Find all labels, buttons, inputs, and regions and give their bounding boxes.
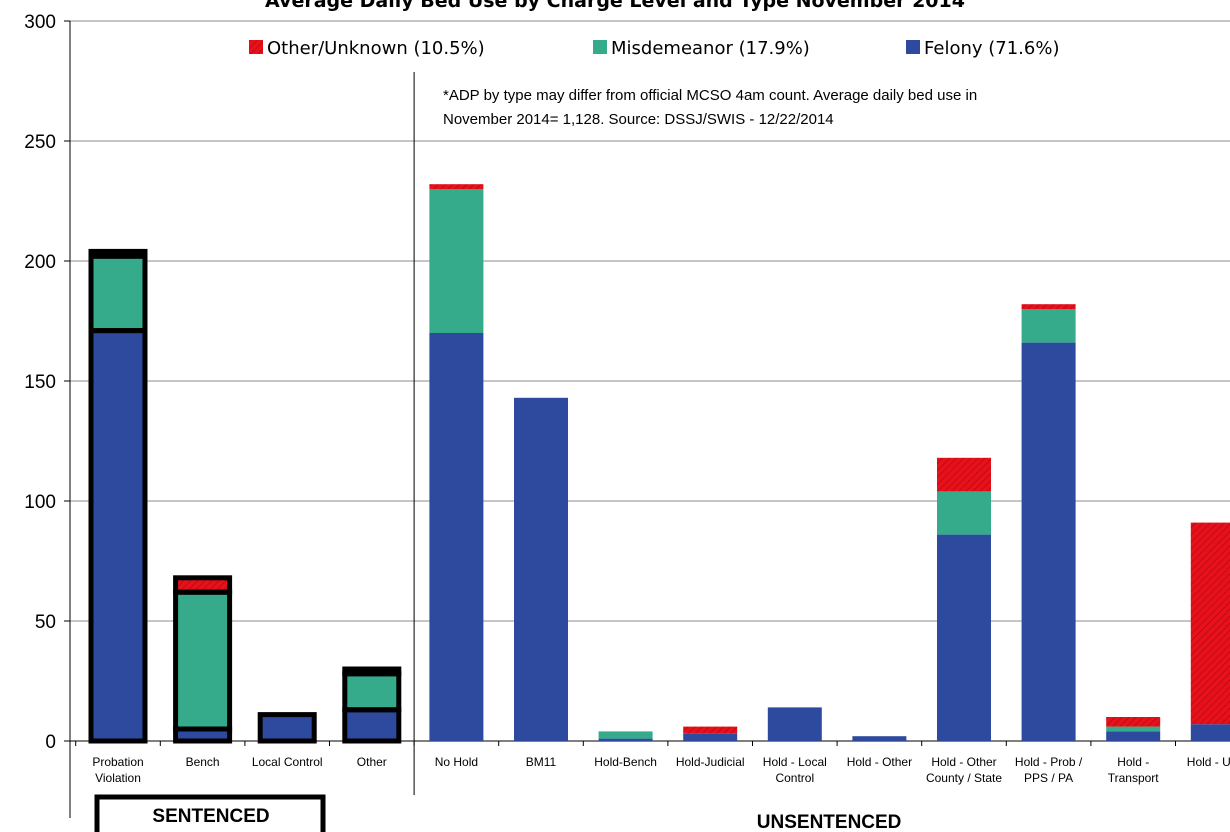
group-label-sentenced: SENTENCED: [152, 806, 269, 827]
bar-segment-probation-violation-misdemeanor: [91, 256, 145, 331]
legend-label-felony: Felony (71.6%): [924, 38, 1059, 59]
x-tick-label: Bench: [186, 755, 220, 769]
bar-segment-hold-local-control-felony: [767, 707, 822, 741]
legend-swatch-misdemeanor: [593, 40, 607, 54]
y-tick-label-100: 100: [24, 492, 56, 513]
annotation-note-line-1: *ADP by type may differ from official MC…: [443, 87, 977, 104]
bar-segment-hold-other-county-state-otherunknown: [937, 457, 991, 492]
bar-segment-other-misdemeanor: [344, 673, 399, 710]
bar-segment-hold-transport-misdemeanor: [1106, 726, 1161, 732]
bar-segment-no-hold-otherunknown: [429, 184, 484, 189]
x-tick-label: Other: [357, 755, 387, 769]
x-tick-label: Control: [775, 771, 814, 785]
x-tick-label: County / State: [926, 771, 1002, 785]
legend-swatch-otherunknown: [249, 40, 263, 54]
bar-segment-hold-bench-felony: [598, 738, 653, 741]
bar-segment-hold-transport-otherunknown: [1106, 717, 1161, 727]
x-tick-label: Hold - Local: [763, 755, 827, 769]
x-tick-label: Hold-Judicial: [676, 755, 745, 769]
bar-segment-hold-judicial-otherunknown: [683, 726, 738, 734]
bar-segment-hold-usm-otherunknown: [1190, 522, 1230, 725]
legend-swatch-felony: [906, 40, 920, 54]
bar-segment-hold-judicial-felony: [683, 733, 738, 741]
bar-segment-no-hold-felony: [429, 333, 484, 741]
legend: Other/Unknown (10.5%) Misdemeanor (17.9%)…: [249, 38, 1059, 59]
group-label-unsentenced: UNSENTENCED: [757, 812, 902, 832]
annotation-note-line-2: November 2014= 1,128. Source: DSSJ/SWIS …: [443, 111, 834, 128]
bar-segment-hold-other-county-state-felony: [937, 534, 991, 741]
bar-outline-probation-violation: [88, 248, 148, 259]
y-tick-label-50: 50: [35, 612, 56, 633]
bar-outline-local-control: [257, 712, 317, 744]
bar-segment-probation-violation-felony: [91, 330, 145, 741]
bar-segment-local-control-felony: [260, 714, 315, 741]
x-tick-label: Local Control: [252, 755, 323, 769]
bar-segment-other-felony: [344, 709, 399, 741]
bar-segment-hold-prob-pps-pa-otherunknown: [1021, 304, 1076, 309]
bar-segment-hold-transport-felony: [1106, 731, 1161, 741]
y-tick-label-200: 200: [24, 252, 56, 273]
legend-label-misdemeanor: Misdemeanor (17.9%): [611, 38, 810, 59]
x-tick-label: Hold - Prob /: [1015, 755, 1083, 769]
x-tick-label: PPS / PA: [1024, 771, 1073, 785]
bar-segment-hold-bench-misdemeanor: [598, 731, 653, 739]
bar-outline-bench: [173, 575, 233, 595]
x-tick-label: Hold-Bench: [594, 755, 657, 769]
bar-segment-hold-other-felony: [852, 736, 907, 741]
bar-segment-bench-felony: [175, 729, 230, 741]
x-tick-label: Transport: [1108, 771, 1160, 785]
sentenced-label-box: [94, 794, 326, 832]
bar-segment-bm11-felony: [514, 397, 568, 741]
bar-outline-other: [342, 666, 402, 677]
x-tick-label: No Hold: [435, 755, 478, 769]
x-tick-label: BM11: [526, 755, 557, 769]
bar-segment-hold-prob-pps-pa-felony: [1021, 342, 1076, 741]
x-tick-label: Violation: [95, 771, 141, 785]
x-tick-label: Hold - USM: [1187, 755, 1230, 769]
bar-segment-bench-misdemeanor: [175, 592, 230, 729]
bar-segment-hold-usm-felony: [1190, 724, 1230, 741]
bar-segment-hold-prob-pps-pa-misdemeanor: [1021, 309, 1076, 343]
x-tick-label: Hold - Other: [847, 755, 912, 769]
x-tick-label: Hold - Other: [931, 755, 996, 769]
y-tick-label-150: 150: [24, 372, 56, 393]
x-tick-label: Hold -: [1117, 755, 1149, 769]
y-tick-label-250: 250: [24, 132, 56, 153]
chart-title: Average Daily Bed Use by Charge Level an…: [265, 0, 965, 12]
labels-layer: Probation Violation Bench Local Control Othe…: [92, 755, 1230, 832]
bar-segment-no-hold-misdemeanor: [429, 189, 484, 333]
bar-segment-bench-otherunknown: [175, 577, 230, 593]
y-tick-label-0: 0: [45, 732, 56, 753]
x-tick-label: Probation: [92, 755, 143, 769]
bars-layer: [88, 184, 1230, 744]
legend-label-otherunknown: Other/Unknown (10.5%): [267, 38, 485, 59]
bar-segment-hold-other-county-state-misdemeanor: [937, 491, 991, 535]
y-tick-label-300: 300: [24, 12, 56, 33]
